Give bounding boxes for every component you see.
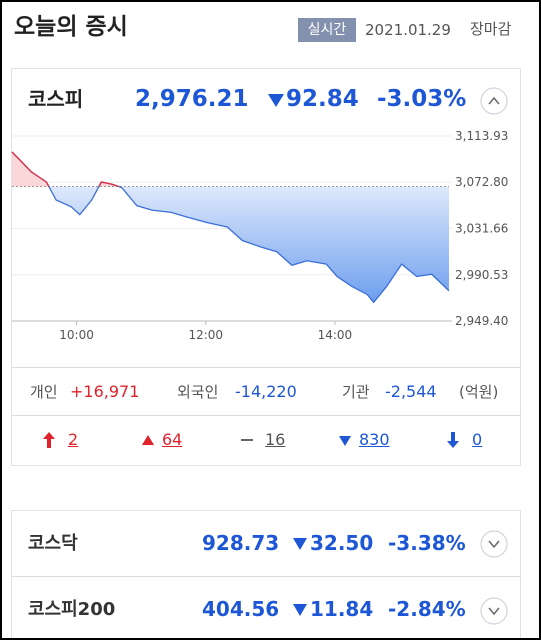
index-change: 11.84	[310, 597, 374, 621]
index-value: 404.56	[202, 597, 280, 621]
x-tick-label: 12:00	[188, 328, 223, 342]
index-name: 코스피	[28, 87, 84, 111]
badge: 실시간	[298, 18, 356, 42]
panel	[11, 510, 521, 638]
down-icon	[339, 436, 351, 446]
area-down	[48, 186, 449, 303]
up-count[interactable]: 64	[162, 430, 183, 449]
down-icon	[293, 604, 307, 616]
index-name: 코스닥	[28, 533, 78, 554]
y-tick-label: 3,113.93	[455, 129, 508, 143]
price-line	[11, 151, 450, 304]
up-icon	[142, 435, 154, 445]
investor-label: 기관	[342, 383, 370, 401]
index-value: 2,976.21	[135, 86, 249, 112]
down-icon	[293, 538, 307, 550]
investor-label: 외국인	[177, 383, 219, 401]
title: 오늘의 증시	[14, 14, 128, 40]
flat-count[interactable]: 16	[265, 430, 286, 449]
date: 2021.01.29	[365, 21, 451, 39]
index-rate: -3.38%	[388, 531, 466, 555]
investor-value: +16,971	[70, 382, 140, 401]
index-name: 코스피200	[28, 599, 116, 620]
index-rate: -3.03%	[377, 86, 467, 112]
panel	[11, 68, 521, 466]
index-change: 92.84	[286, 86, 359, 112]
down-icon	[268, 94, 284, 107]
index-value: 928.73	[202, 531, 280, 555]
unit: (억원)	[459, 383, 499, 401]
investor-value: -14,220	[235, 382, 297, 401]
expand-button[interactable]	[479, 529, 509, 559]
upper-limit-icon	[43, 432, 55, 448]
status: 장마감	[470, 20, 512, 38]
divider	[12, 576, 521, 577]
y-tick-label: 3,031.66	[455, 222, 508, 236]
lower-limit-icon	[447, 432, 459, 448]
investor-value: -2,544	[385, 382, 437, 401]
expand-button[interactable]	[479, 596, 509, 626]
x-tick-label: 10:00	[59, 328, 94, 342]
chart: 2,949.40 2,990.53 3,031.66 3,072.80 3,113.93…	[11, 129, 508, 342]
collapse-button[interactable]	[479, 86, 509, 116]
y-tick-label: 2,990.53	[455, 268, 508, 282]
upper-limit-count[interactable]: 2	[68, 430, 79, 449]
investor-label: 개인	[30, 383, 58, 401]
lower-limit-count[interactable]: 0	[472, 430, 483, 449]
index-rate: -2.84%	[388, 597, 466, 621]
divider	[12, 415, 521, 416]
y-tick-label: 3,072.80	[455, 175, 508, 189]
index-change: 32.50	[310, 531, 374, 555]
x-tick-label: 14:00	[318, 328, 353, 342]
y-tick-label: 2,949.40	[455, 314, 508, 328]
flat-icon	[241, 439, 253, 441]
divider	[12, 367, 521, 368]
down-count[interactable]: 830	[359, 430, 390, 449]
